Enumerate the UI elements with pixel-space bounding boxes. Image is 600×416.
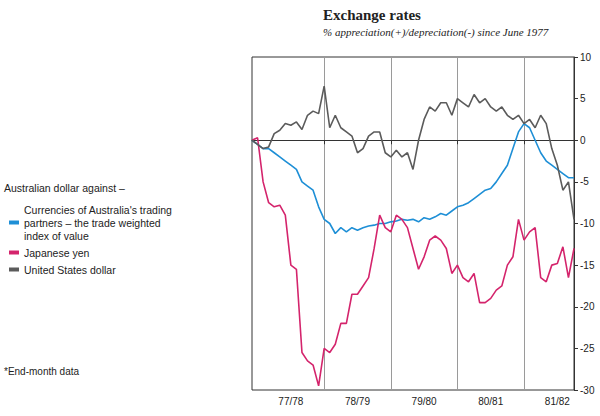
svg-text:0: 0 (580, 135, 586, 146)
svg-text:Japanese yen: Japanese yen (24, 247, 90, 259)
svg-text:partners – the trade weighted: partners – the trade weighted (24, 217, 164, 229)
svg-text:-15: -15 (580, 260, 595, 271)
svg-text:-10: -10 (580, 218, 595, 229)
svg-text:5: 5 (580, 93, 586, 104)
svg-text:Currencies of Australia's trad: Currencies of Australia's trading (24, 204, 175, 216)
svg-text:78/79: 78/79 (345, 396, 370, 407)
svg-text:81/82: 81/82 (545, 396, 570, 407)
svg-text:-25: -25 (580, 343, 595, 354)
svg-text:Exchange rates: Exchange rates (323, 7, 421, 23)
svg-text:-30: -30 (580, 385, 595, 396)
svg-text:% appreciation(+)/depreciation: % appreciation(+)/depreciation(-) since … (323, 26, 549, 39)
svg-text:80/81: 80/81 (478, 396, 503, 407)
svg-text:Australian dollar against –: Australian dollar against – (4, 182, 125, 194)
svg-text:*End-month data: *End-month data (4, 366, 79, 377)
svg-text:-20: -20 (580, 301, 595, 312)
svg-text:10: 10 (580, 52, 592, 63)
svg-text:77/78: 77/78 (278, 396, 303, 407)
svg-text:79/80: 79/80 (412, 396, 437, 407)
svg-text:index of value: index of value (24, 230, 89, 242)
svg-text:-5: -5 (580, 176, 589, 187)
svg-text:United States dollar: United States dollar (24, 264, 116, 276)
